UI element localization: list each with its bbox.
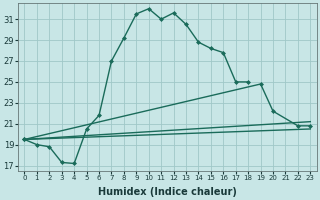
X-axis label: Humidex (Indice chaleur): Humidex (Indice chaleur) <box>98 187 237 197</box>
